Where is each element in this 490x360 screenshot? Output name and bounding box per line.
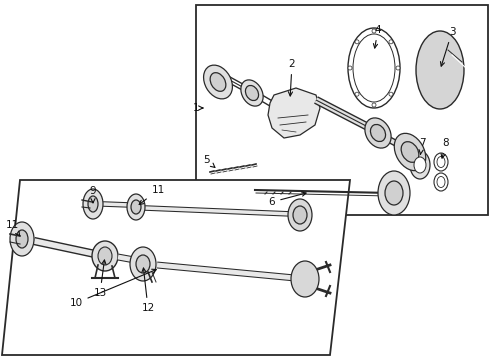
Ellipse shape xyxy=(385,181,403,205)
Ellipse shape xyxy=(136,255,150,273)
Text: 5: 5 xyxy=(203,155,215,167)
Ellipse shape xyxy=(131,200,141,214)
Ellipse shape xyxy=(401,142,419,162)
Ellipse shape xyxy=(414,157,426,173)
Ellipse shape xyxy=(88,196,98,212)
Text: 3: 3 xyxy=(441,27,455,66)
Ellipse shape xyxy=(434,153,448,171)
Ellipse shape xyxy=(245,85,259,100)
Polygon shape xyxy=(268,88,320,138)
Ellipse shape xyxy=(394,133,426,171)
Ellipse shape xyxy=(127,194,145,220)
Text: 9: 9 xyxy=(90,186,97,203)
Ellipse shape xyxy=(98,247,112,265)
Ellipse shape xyxy=(416,31,464,109)
Ellipse shape xyxy=(355,40,359,44)
Ellipse shape xyxy=(378,171,410,215)
Ellipse shape xyxy=(353,34,395,102)
Ellipse shape xyxy=(434,173,448,191)
Ellipse shape xyxy=(410,151,430,179)
Ellipse shape xyxy=(10,222,34,256)
Ellipse shape xyxy=(241,80,263,106)
Ellipse shape xyxy=(288,199,312,231)
Ellipse shape xyxy=(389,92,393,96)
Bar xyxy=(196,5,488,215)
Ellipse shape xyxy=(83,189,103,219)
Text: 7: 7 xyxy=(418,138,425,154)
Ellipse shape xyxy=(92,241,118,271)
Ellipse shape xyxy=(365,118,391,148)
Ellipse shape xyxy=(130,247,156,281)
Text: 8: 8 xyxy=(441,138,449,158)
Ellipse shape xyxy=(348,28,400,108)
Ellipse shape xyxy=(396,66,400,70)
Ellipse shape xyxy=(437,157,445,167)
Ellipse shape xyxy=(370,125,386,141)
Text: 4: 4 xyxy=(373,25,381,48)
Ellipse shape xyxy=(372,29,376,33)
Polygon shape xyxy=(2,180,350,355)
Text: 6: 6 xyxy=(269,192,306,207)
Text: 11: 11 xyxy=(5,220,20,236)
Text: 10: 10 xyxy=(70,269,156,308)
Text: 13: 13 xyxy=(94,260,107,298)
Ellipse shape xyxy=(203,65,232,99)
Text: 12: 12 xyxy=(142,268,155,313)
Text: 11: 11 xyxy=(139,185,165,204)
Text: 2: 2 xyxy=(289,59,295,96)
Ellipse shape xyxy=(291,261,319,297)
Ellipse shape xyxy=(210,73,226,91)
Ellipse shape xyxy=(293,206,307,224)
Ellipse shape xyxy=(372,103,376,107)
Ellipse shape xyxy=(348,66,352,70)
Ellipse shape xyxy=(437,176,445,188)
Text: 1: 1 xyxy=(193,103,203,113)
Ellipse shape xyxy=(355,92,359,96)
Ellipse shape xyxy=(389,40,393,44)
Ellipse shape xyxy=(16,230,28,248)
